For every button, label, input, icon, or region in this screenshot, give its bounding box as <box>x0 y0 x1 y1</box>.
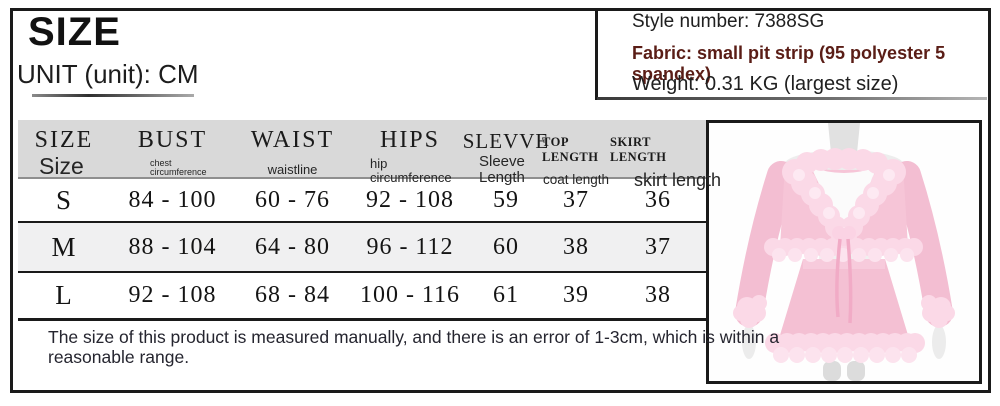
header-waist-sub: waistline <box>267 162 318 177</box>
table-row-l: L 92 - 108 68 - 84 100 - 116 61 39 38 <box>18 273 706 321</box>
header-bust-main: BUST <box>137 127 208 153</box>
header-cell-bust: BUST chest circumference <box>110 120 235 191</box>
info-underline-divider <box>597 97 987 100</box>
mannequin-legs <box>823 361 865 381</box>
header-cell-sleeve: SLEVVE Sleeve Length <box>463 120 549 191</box>
unit-label: UNIT (unit): CM <box>17 59 199 89</box>
skirt-fur-hem <box>765 333 925 363</box>
size-table: SIZE Size BUST chest circumference WAIST… <box>18 120 721 321</box>
tie-strings <box>832 226 856 324</box>
measurement-note-line1: The size of this product is measured man… <box>48 327 780 347</box>
header-top-length-sub: coat length <box>542 172 610 187</box>
page-title: SIZE <box>28 10 121 54</box>
cell-l-skirt-length: 38 <box>645 282 671 308</box>
cell-m-top-length: 38 <box>563 233 589 260</box>
cell-m-waist: 64 - 80 <box>255 233 330 260</box>
cell-l-size: L <box>55 280 73 310</box>
header-size-sub: Size <box>39 153 84 179</box>
product-photo-frame <box>706 120 982 384</box>
cell-s-waist: 60 - 76 <box>255 186 330 213</box>
measurement-note: The size of this product is measured man… <box>48 327 780 367</box>
header-cell-skirt-length: SKIRT LENGTH skirt length <box>610 120 721 191</box>
header-hips-main: HIPS <box>379 127 441 153</box>
header-cell-hips: HIPS hip circumference <box>350 120 470 191</box>
table-row-m: M 88 - 104 64 - 80 96 - 112 60 38 37 <box>18 223 706 273</box>
product-photo-illustration <box>733 123 955 381</box>
cell-l-sleeve: 61 <box>493 282 519 308</box>
cardigan-sleeves <box>735 161 953 327</box>
info-vertical-divider <box>595 8 598 100</box>
table-header-row: SIZE Size BUST chest circumference WAIST… <box>18 120 721 190</box>
header-cell-top-length: TOP LENGTH coat length <box>542 120 610 191</box>
cell-m-bust: 88 - 104 <box>128 233 217 260</box>
header-sleeve-sub: Sleeve Length <box>479 153 525 186</box>
table-row-s: S 84 - 100 60 - 76 92 - 108 59 37 36 <box>18 179 706 223</box>
fabric-text: Fabric: small pit strip (95 polyester 5 … <box>632 43 946 84</box>
weight-text: Weight: 0.31 KG (largest size) <box>632 73 899 95</box>
cell-s-bust: 84 - 100 <box>128 186 217 213</box>
cell-l-hips: 100 - 116 <box>359 282 461 308</box>
header-size-main: SIZE <box>34 127 94 153</box>
fur-cuffs <box>733 295 955 328</box>
header-skirt-length-main: SKIRT LENGTH <box>610 135 667 164</box>
cell-s-size: S <box>55 184 73 215</box>
style-number-text: Style number: 7388SG <box>632 11 825 32</box>
header-sleeve-main: SLEVVE <box>462 129 550 153</box>
cell-l-top-length: 39 <box>563 282 589 308</box>
unit-underline-divider <box>32 94 194 97</box>
header-cell-waist: WAIST waistline <box>235 120 350 191</box>
mannequin-hands <box>742 325 946 359</box>
cell-l-waist: 68 - 84 <box>255 282 330 308</box>
header-bust-sub: chest circumference <box>150 158 207 177</box>
header-top-length-main: TOP LENGTH <box>542 135 599 164</box>
page-border <box>10 8 991 393</box>
cell-s-top-length: 37 <box>563 186 589 213</box>
cell-m-skirt-length: 37 <box>645 233 671 260</box>
header-waist-main: WAIST <box>250 127 335 153</box>
cell-m-hips: 96 - 112 <box>366 233 454 260</box>
cell-s-skirt-length: 36 <box>645 186 671 213</box>
cell-s-sleeve: 59 <box>493 186 519 213</box>
header-hips-sub: hip circumference <box>370 156 452 185</box>
cell-l-bust: 92 - 108 <box>128 282 217 308</box>
cell-s-hips: 92 - 108 <box>366 186 454 213</box>
header-cell-size: SIZE Size <box>18 120 110 191</box>
cell-m-size: M <box>51 231 77 262</box>
cell-m-sleeve: 60 <box>493 233 519 260</box>
measurement-note-line2: reasonable range. <box>48 347 190 367</box>
header-skirt-length-sub: skirt length <box>634 170 722 190</box>
skirt <box>777 259 911 345</box>
